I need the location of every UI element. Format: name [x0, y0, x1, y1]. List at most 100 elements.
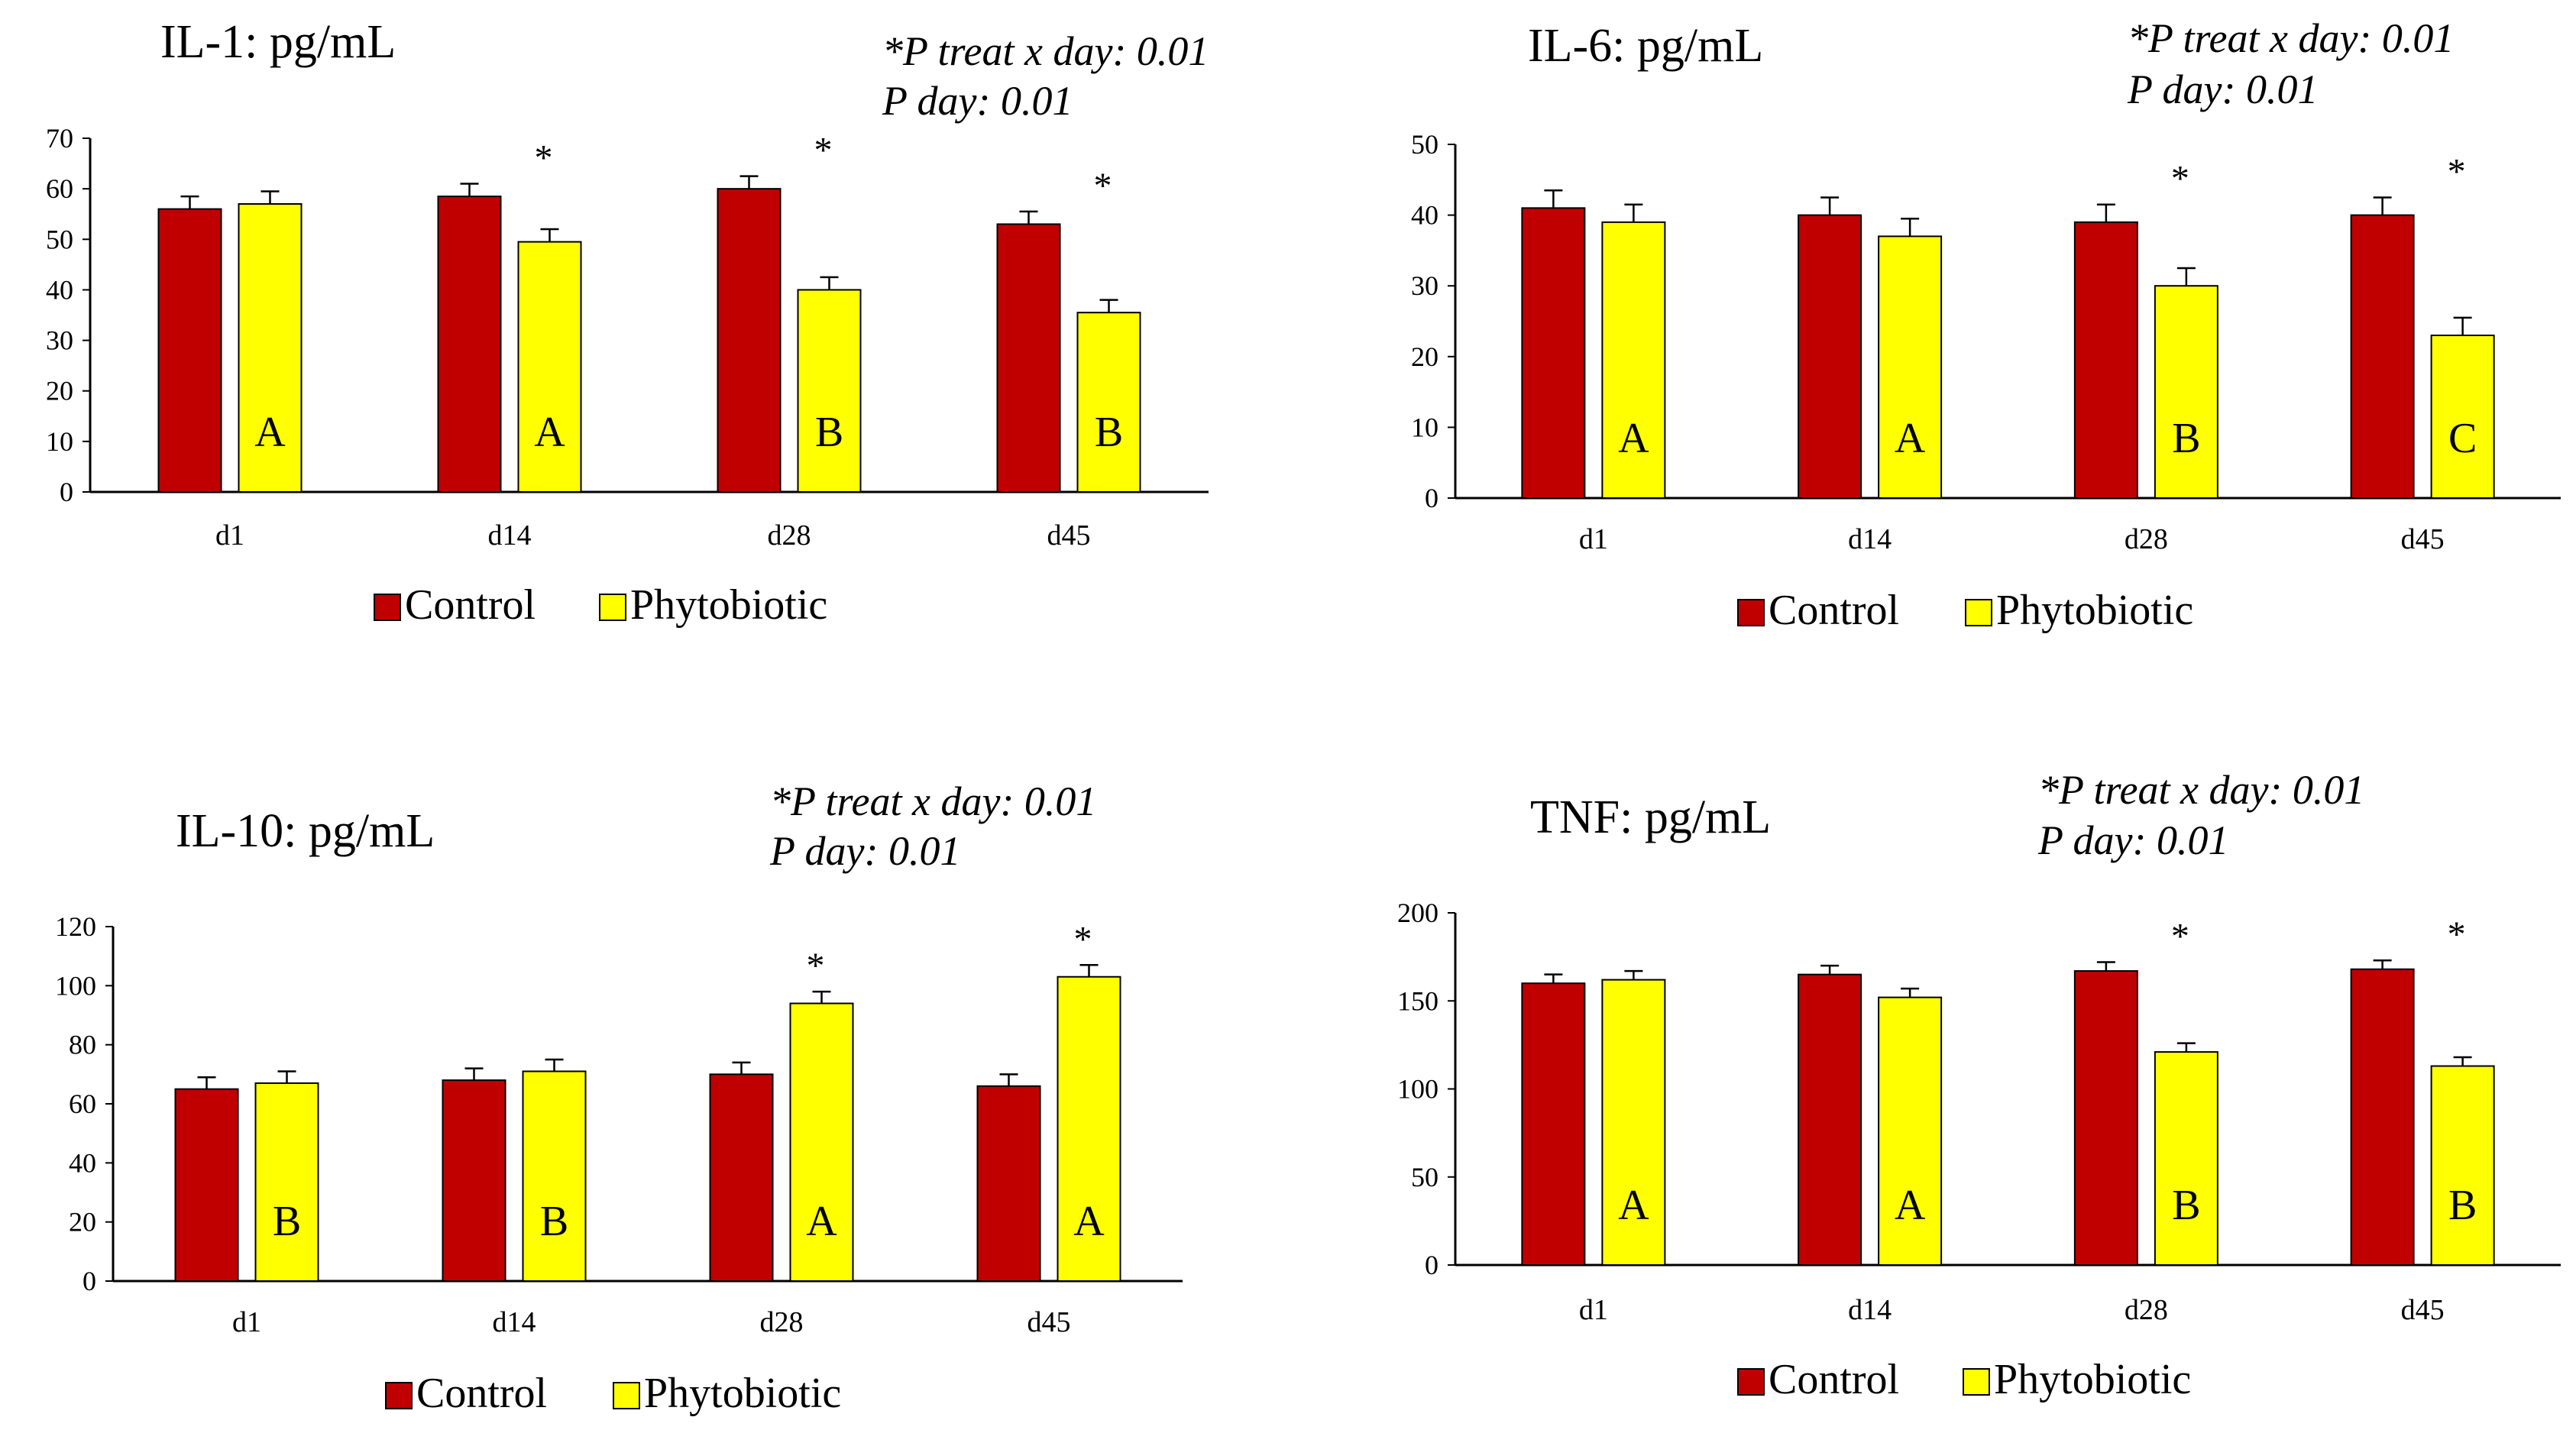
- bar-control: [976, 1085, 1041, 1283]
- x-category-label: d28: [2125, 1294, 2168, 1326]
- stats-annotation-line: P day: 0.01: [769, 828, 960, 874]
- bar-control: [709, 1073, 774, 1283]
- bar-control: [1521, 982, 1586, 1266]
- significance-letter: B: [2448, 1182, 2477, 1229]
- legend-label-phytobiotic: Phytobiotic: [1996, 587, 2193, 634]
- x-category-label: d14: [488, 519, 532, 552]
- significance-letter: B: [2172, 415, 2200, 462]
- y-tick-label: 0: [1425, 1250, 1438, 1280]
- legend-swatch-phytobiotic: [613, 1382, 640, 1409]
- legend-swatch-control: [385, 1382, 413, 1409]
- significance-asterisk: *: [2171, 917, 2189, 957]
- bar-phytobiotic: [254, 1082, 319, 1283]
- bar-phytobiotic: [2154, 1051, 2218, 1266]
- significance-asterisk: *: [1074, 919, 1092, 959]
- y-tick-label: 120: [55, 911, 96, 942]
- legend-label-control: Control: [416, 1370, 547, 1417]
- significance-letter: B: [540, 1198, 568, 1245]
- bar-phytobiotic: [238, 202, 303, 493]
- significance-letter: B: [2172, 1182, 2200, 1229]
- y-tick-label: 20: [46, 376, 73, 406]
- x-category-label: d45: [1047, 519, 1091, 552]
- bar-phytobiotic: [522, 1070, 587, 1282]
- stats-annotation-line: *P treat x day: 0.01: [2038, 767, 2364, 813]
- legend-swatch-phytobiotic: [1965, 599, 1992, 626]
- bar-phytobiotic: [1878, 996, 1943, 1266]
- x-category-label: d1: [215, 519, 244, 552]
- bar-phytobiotic: [789, 1002, 854, 1282]
- bar-phytobiotic: [2154, 285, 2218, 499]
- y-tick-label: 0: [1425, 483, 1438, 513]
- y-tick-label: 20: [69, 1207, 96, 1238]
- y-tick-label: 60: [69, 1089, 96, 1119]
- y-tick-label: 80: [69, 1030, 96, 1060]
- legend-swatch-control: [1737, 599, 1765, 626]
- bar-control: [996, 223, 1061, 493]
- stats-annotation-line: P day: 0.01: [882, 78, 1073, 124]
- x-category-label: d1: [232, 1306, 261, 1338]
- legend-label-control: Control: [405, 581, 536, 629]
- x-category-label: d45: [1027, 1306, 1071, 1338]
- bar-control: [1521, 207, 1586, 499]
- x-category-label: d14: [493, 1306, 536, 1338]
- significance-letter: A: [806, 1198, 837, 1245]
- legend-label-control: Control: [1769, 1356, 1899, 1403]
- bar-control: [157, 208, 222, 493]
- x-category-label: d45: [2401, 523, 2445, 555]
- chart-title: IL-10: pg/mL: [176, 805, 435, 857]
- y-tick-label: 200: [1397, 898, 1438, 928]
- y-tick-label: 50: [1411, 1162, 1438, 1192]
- significance-letter: A: [254, 409, 286, 456]
- y-tick-label: 10: [1411, 412, 1438, 442]
- y-tick-label: 100: [1397, 1074, 1438, 1105]
- significance-letter: A: [1895, 1182, 1926, 1229]
- significance-letter: B: [1095, 409, 1123, 456]
- significance-asterisk: *: [1094, 166, 1112, 206]
- stats-annotation-line: P day: 0.01: [2127, 66, 2318, 112]
- bar-phytobiotic: [1601, 979, 1666, 1266]
- significance-asterisk: *: [2448, 914, 2466, 955]
- stats-annotation-line: *P treat x day: 0.01: [882, 28, 1209, 74]
- legend-label-phytobiotic: Phytobiotic: [1994, 1356, 2191, 1403]
- significance-asterisk: *: [2171, 159, 2189, 199]
- significance-letter: A: [1618, 1182, 1649, 1229]
- stats-annotation-line: *P treat x day: 0.01: [770, 778, 1096, 824]
- significance-asterisk: *: [2448, 151, 2466, 192]
- bar-phytobiotic: [2430, 335, 2495, 499]
- x-category-label: d45: [2401, 1294, 2445, 1326]
- x-category-label: d14: [1848, 523, 1892, 555]
- bar-control: [174, 1088, 239, 1282]
- significance-letter: B: [273, 1198, 301, 1245]
- significance-letter: A: [1895, 415, 1926, 462]
- chart-panel-3: IL-10: pg/mL *P treat x day: 0.01P day: 0…: [55, 778, 1183, 1417]
- x-category-label: d28: [760, 1306, 804, 1338]
- bar-control: [2073, 970, 2138, 1266]
- bar-control: [2350, 968, 2415, 1266]
- chart-title: IL-1: pg/mL: [160, 16, 396, 68]
- legend-label-phytobiotic: Phytobiotic: [630, 581, 827, 629]
- x-category-label: d1: [1579, 523, 1608, 555]
- y-tick-label: 40: [1411, 200, 1438, 231]
- y-tick-label: 40: [46, 274, 73, 305]
- bar-control: [437, 196, 502, 493]
- bar-control: [2350, 214, 2415, 499]
- stats-annotation-line: P day: 0.01: [2037, 817, 2228, 863]
- x-category-label: d28: [768, 519, 811, 552]
- bar-phytobiotic: [2430, 1065, 2495, 1267]
- bar-control: [1798, 973, 1862, 1267]
- y-tick-label: 30: [46, 325, 73, 356]
- significance-letter: C: [2448, 415, 2477, 462]
- legend-swatch-control: [374, 594, 401, 621]
- x-category-label: d1: [1579, 1294, 1608, 1326]
- legend-swatch-control: [1737, 1368, 1765, 1396]
- significance-asterisk: *: [807, 946, 825, 986]
- bar-control: [1798, 214, 1862, 499]
- y-tick-label: 50: [1411, 129, 1438, 160]
- bar-phytobiotic: [1878, 235, 1943, 499]
- significance-letter: A: [1073, 1198, 1105, 1245]
- chart-panel-4: TNF: pg/mL *P treat x day: 0.01P day: 0.0…: [1397, 767, 2561, 1403]
- significance-asterisk: *: [814, 131, 833, 171]
- y-tick-label: 0: [60, 477, 73, 507]
